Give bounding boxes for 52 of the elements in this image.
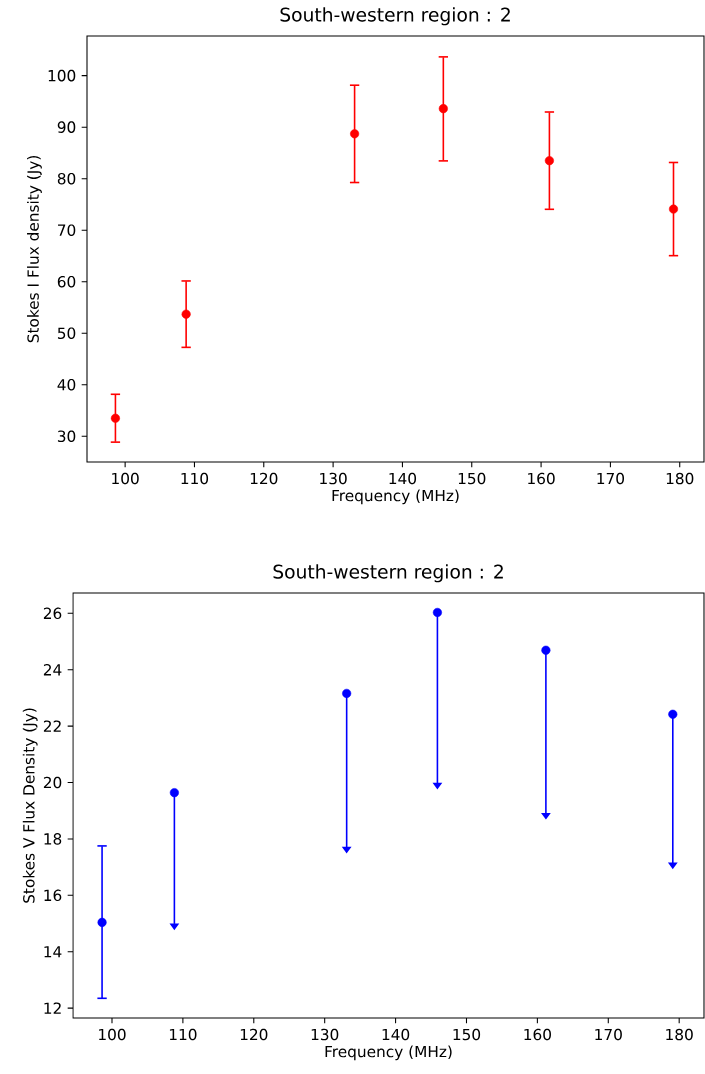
point [668,709,678,719]
y-tick-label: 12 [44,1002,61,1014]
point [350,129,360,139]
x-tick-label: 120 [250,472,278,485]
y-tick-label: 100 [48,69,76,82]
x-axis-title: Frequency (MHz) [332,489,459,505]
point [169,788,179,798]
chart-title: South-western region : 2 [273,564,503,583]
y-tick-label: 70 [58,224,76,236]
x-tick-label: 180 [666,472,694,485]
point [541,645,551,655]
point [544,156,554,166]
point [432,607,442,617]
x-tick-label: 160 [528,472,555,485]
y-tick-label: 90 [57,121,76,133]
chart-title: South-western region : 2 [280,7,510,26]
y-tick-label: 80 [57,172,76,185]
y-tick-label: 18 [44,833,62,845]
x-tick-label: 140 [382,1028,410,1041]
x-tick-label: 130 [320,472,347,485]
x-tick-label: 110 [181,472,209,485]
x-tick-label: 120 [240,1028,268,1041]
x-tick-label: 180 [666,1028,693,1041]
y-tick-label: 40 [57,378,76,391]
x-tick-label: 140 [389,472,417,485]
point [342,688,352,698]
y-tick-label: 50 [57,327,76,339]
x-axis-title: Frequency (MHz) [325,1045,452,1061]
x-tick-label: 170 [595,1028,622,1041]
x-tick-label: 160 [524,1028,551,1041]
x-tick-label: 150 [458,472,486,485]
point [110,413,120,423]
y-tick-label: 14 [44,946,62,958]
point [668,204,679,214]
x-tick-label: 150 [453,1028,481,1041]
x-tick-label: 100 [99,1028,126,1041]
y-tick-label: 60 [57,275,76,288]
y-tick-label: 16 [44,889,62,902]
y-tick-label: 20 [43,776,62,789]
point [438,104,448,114]
y-tick-label: 22 [43,720,61,732]
x-tick-label: 170 [597,472,625,485]
y-tick-label: 24 [43,664,62,676]
y-axis-title: Stokes V Flux Density (Jy) [22,708,38,903]
point [97,917,107,927]
x-tick-label: 130 [311,1028,339,1041]
y-tick-label: 26 [43,607,62,620]
y-tick-label: 30 [57,430,76,443]
x-tick-label: 100 [112,472,139,485]
y-axis-title: Stokes I Flux density (Jy) [27,156,42,343]
x-tick-label: 110 [169,1028,197,1041]
point [181,309,191,319]
